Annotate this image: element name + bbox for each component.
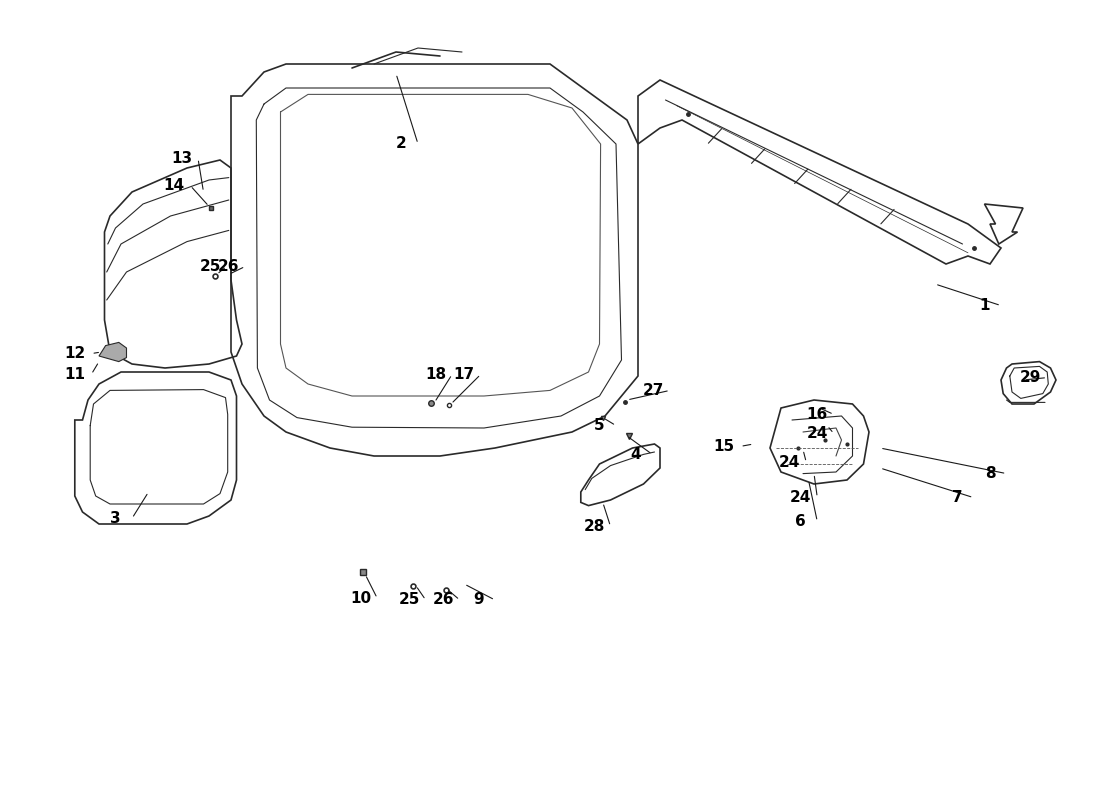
Text: 12: 12 — [64, 346, 86, 361]
Text: 11: 11 — [64, 367, 86, 382]
Text: 24: 24 — [806, 426, 828, 441]
Text: 25: 25 — [398, 593, 420, 607]
Text: 17: 17 — [453, 367, 475, 382]
Text: 6: 6 — [795, 514, 806, 529]
Text: 1: 1 — [979, 298, 990, 313]
Text: 13: 13 — [170, 151, 192, 166]
Text: 9: 9 — [473, 593, 484, 607]
Text: 28: 28 — [583, 519, 605, 534]
Text: 2: 2 — [396, 137, 407, 151]
Text: 25: 25 — [199, 259, 221, 274]
Text: 26: 26 — [432, 593, 454, 607]
Text: 8: 8 — [984, 466, 996, 481]
Text: 3: 3 — [110, 511, 121, 526]
Text: 16: 16 — [806, 407, 828, 422]
Text: 29: 29 — [1020, 370, 1042, 385]
Text: 24: 24 — [790, 490, 812, 505]
Text: 5: 5 — [594, 418, 605, 433]
Text: 14: 14 — [163, 178, 185, 193]
Text: 26: 26 — [218, 259, 240, 274]
Text: 27: 27 — [642, 383, 664, 398]
Text: 10: 10 — [350, 591, 372, 606]
Text: 18: 18 — [425, 367, 447, 382]
Text: 7: 7 — [952, 490, 962, 505]
Text: 24: 24 — [779, 455, 801, 470]
Polygon shape — [99, 342, 127, 362]
Text: 4: 4 — [630, 447, 641, 462]
Text: 15: 15 — [713, 439, 735, 454]
